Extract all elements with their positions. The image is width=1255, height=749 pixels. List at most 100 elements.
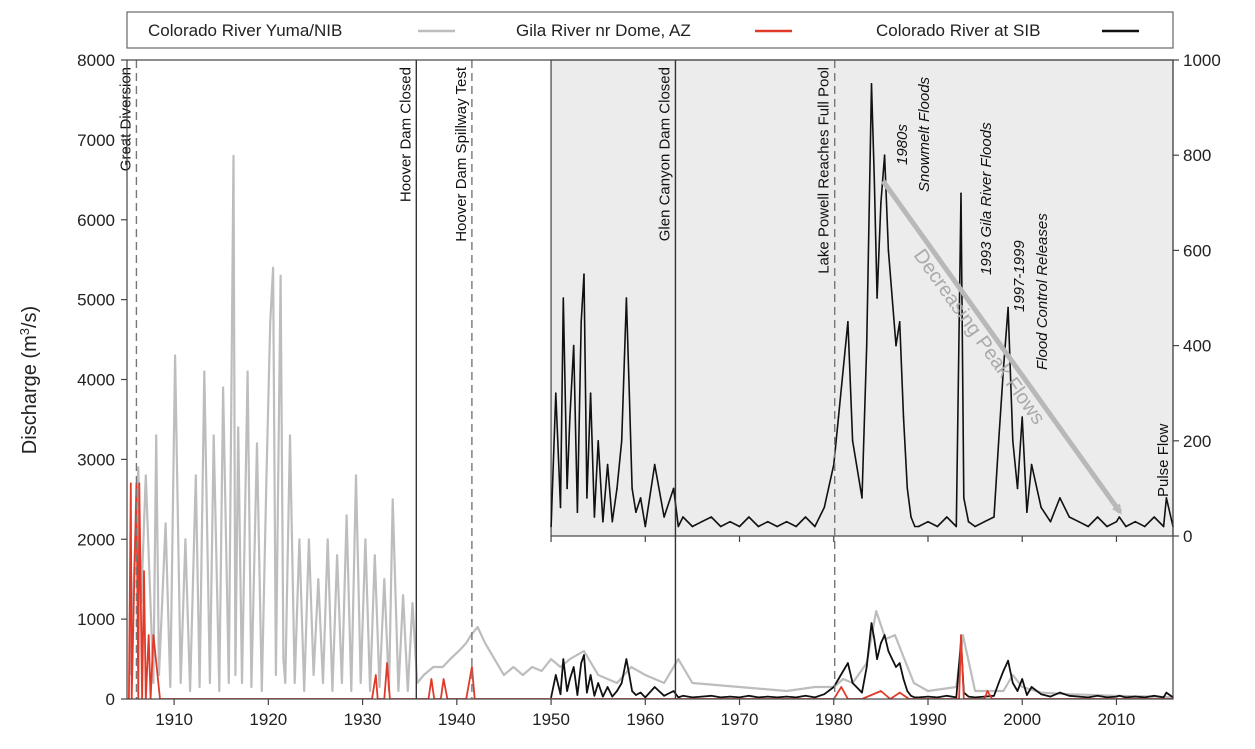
y-tick-label: 1000 [77, 610, 115, 629]
series-0-point [279, 274, 282, 277]
series-0-point [341, 682, 343, 684]
series-0-point [397, 690, 400, 692]
inset-sib-point [1118, 516, 1121, 518]
series-0-point [927, 690, 929, 692]
series-0-point [962, 634, 964, 636]
inset-sib-point [1115, 520, 1118, 523]
series-0-point [250, 686, 253, 688]
series-0-point [198, 686, 201, 688]
series-2-point [906, 690, 909, 692]
series-2-point [1134, 695, 1137, 698]
label-pulse-flow: Pulse Flow [1155, 423, 1172, 497]
inset-sib-point [804, 516, 807, 518]
inset-sib-point [1096, 516, 1099, 518]
inset-sib-point [861, 497, 863, 499]
inset-sib-point [960, 192, 962, 195]
series-2-point [1125, 696, 1127, 699]
series-0-point [630, 666, 632, 668]
y-tick-label: 4000 [77, 371, 115, 390]
inset-sib-point [910, 516, 912, 518]
series-0-point [232, 155, 235, 157]
series-2-point [710, 695, 713, 697]
series-2-point [997, 682, 1000, 684]
series-2-point [993, 695, 995, 697]
series-2-point [936, 696, 939, 699]
series-0-point [355, 474, 357, 477]
series-2-point [1153, 695, 1155, 697]
series-1-point [880, 690, 882, 692]
series-2-point [625, 658, 628, 660]
inset-sib-point [1134, 520, 1137, 523]
inset-y-tick-label: 0 [1183, 527, 1192, 546]
series-2-point [639, 691, 642, 694]
inset-sib-point [620, 440, 623, 442]
series-0-point [616, 682, 618, 684]
inset-y-tick-label: 600 [1183, 241, 1211, 260]
series-2-point [586, 691, 588, 694]
series-2-point [1002, 670, 1005, 672]
series-1-point [152, 634, 155, 636]
series-2-point [1115, 695, 1118, 698]
series-0-point [1012, 674, 1014, 676]
annotation-label-hoover-closed: Hoover Dam Closed [397, 67, 414, 202]
series-0-point [256, 442, 258, 445]
series-0-point [550, 658, 552, 660]
inset-sib-point [635, 511, 637, 513]
series-2-point [814, 696, 816, 699]
series-1-point [960, 634, 962, 636]
legend-box [126, 11, 1174, 49]
y-tick-label: 8000 [77, 51, 115, 70]
plot-frame [126, 59, 1174, 700]
inset-sib-point [1026, 511, 1028, 513]
series-0-point [785, 690, 788, 692]
legend-label-gila: Gila River nr Dome, AZ [516, 21, 691, 40]
series-1-point [375, 674, 377, 676]
inset-sib-point [767, 520, 769, 523]
inset-sib-point [663, 516, 665, 518]
series-2-point [842, 670, 844, 672]
series-0-point [663, 682, 665, 684]
series-1-point [840, 686, 843, 688]
series-2-point [795, 696, 797, 699]
x-tick-label: 1960 [626, 710, 664, 729]
inset-panel [550, 59, 1174, 537]
label-gila-floods: 1993 Gila River Floods [978, 122, 995, 275]
series-0-point [364, 538, 367, 541]
inset-sib-point [625, 297, 628, 299]
series-0-point [289, 434, 291, 437]
inset-sib-point [566, 487, 568, 490]
inset-sib-point [997, 440, 1000, 442]
inset-sib-point [1016, 487, 1019, 490]
inset-sib-point [550, 525, 552, 528]
series-2-point [576, 694, 579, 696]
annotation-label-glen-canyon: Glen Canyon Dam Closed [656, 67, 673, 241]
series-2-point [1026, 694, 1028, 696]
series-0-point [212, 434, 215, 437]
series-0-point [512, 666, 515, 668]
axes: 1910 1920 1930 1940 1950 1960 1970 1980 1990 2000… [77, 51, 1221, 729]
annotation-label-great-diversion: Great Diversion [117, 67, 134, 171]
x-tick-label: 2010 [1098, 710, 1136, 729]
inset-sib-point [639, 497, 642, 499]
inset-sib-point [851, 440, 854, 442]
series-0-point [465, 642, 468, 644]
x-tick-label: 1990 [909, 710, 947, 729]
label-snowmelt: Snowmelt Floods [916, 76, 933, 192]
series-0-point [158, 674, 160, 676]
series-2-point [1096, 695, 1099, 697]
series-2-point [580, 662, 582, 664]
inset-sib-point [672, 487, 675, 490]
series-2-point [719, 696, 722, 699]
series-0-point [407, 690, 409, 692]
series-0-point [189, 690, 191, 692]
inset-sib-point [580, 321, 582, 323]
series-0-point [378, 686, 381, 688]
inset-sib-point [555, 392, 557, 395]
inset-plot [550, 83, 1174, 528]
series-2-point [1068, 695, 1071, 697]
inset-sib-point [583, 273, 585, 276]
series-2-point [672, 690, 675, 692]
inset-sib-point [593, 516, 596, 518]
